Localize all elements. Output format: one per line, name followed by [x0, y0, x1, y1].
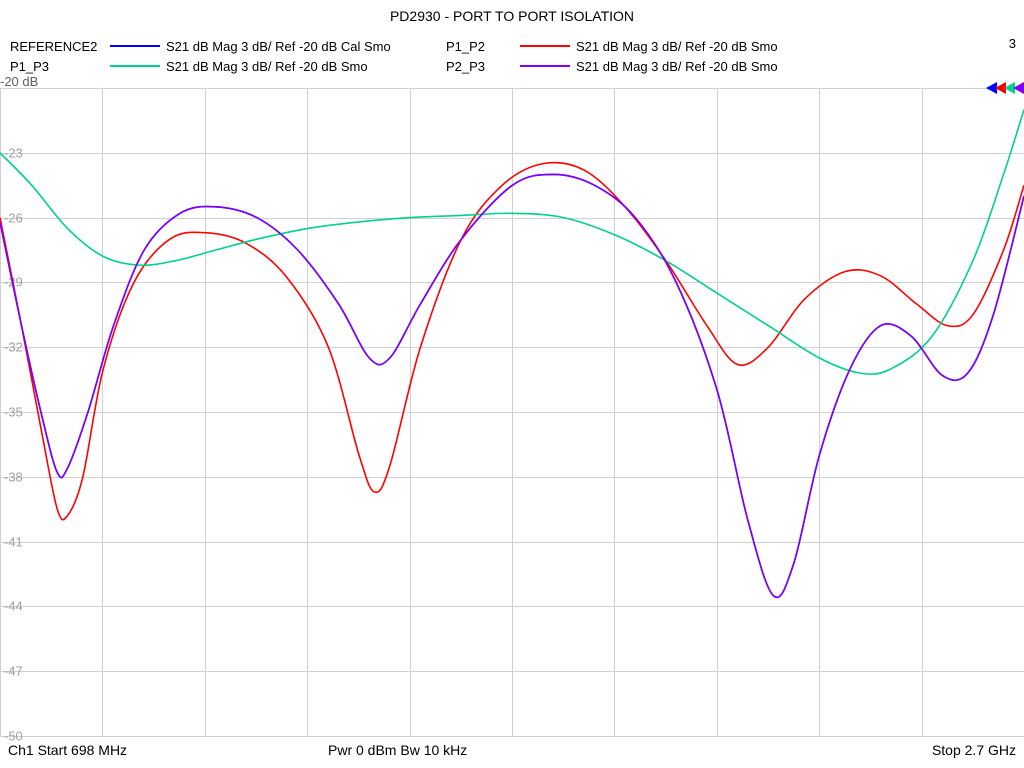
page-number: 3 [1009, 36, 1016, 51]
footer-stop-freq: Stop 2.7 GHz [876, 742, 1016, 758]
chart-title: PD2930 - PORT TO PORT ISOLATION [0, 8, 1024, 24]
trace-REFERENCE2 [0, 174, 1024, 597]
chart-plot-area: -23-26-29-32-35-38-41-44-47-50 [0, 88, 1024, 736]
trace-markers [988, 81, 1024, 99]
trace-P1_P2 [0, 163, 1024, 520]
ref-level-label: -20 dB [0, 74, 38, 89]
legend-label: P2_P3 [446, 59, 518, 74]
legend-row: P1_P3 S21 dB Mag 3 dB/ Ref -20 dB Smo P2… [8, 56, 1016, 76]
legend: REFERENCE2 S21 dB Mag 3 dB/ Ref -20 dB C… [8, 36, 1016, 76]
chart-footer: Ch1 Start 698 MHz Pwr 0 dBm Bw 10 kHz St… [8, 742, 1016, 758]
legend-swatch [110, 65, 160, 67]
footer-start-freq: Ch1 Start 698 MHz [8, 742, 328, 758]
plot-svg [0, 88, 1024, 736]
legend-label: P1_P3 [8, 59, 108, 74]
legend-swatch [520, 45, 570, 47]
legend-text: S21 dB Mag 3 dB/ Ref -20 dB Smo [576, 39, 856, 54]
legend-row: REFERENCE2 S21 dB Mag 3 dB/ Ref -20 dB C… [8, 36, 1016, 56]
legend-text: S21 dB Mag 3 dB/ Ref -20 dB Smo [166, 59, 446, 74]
grid-line [0, 736, 1024, 737]
legend-text: S21 dB Mag 3 dB/ Ref -20 dB Smo [576, 59, 856, 74]
marker-triangle-icon [1013, 82, 1024, 94]
footer-power-bw: Pwr 0 dBm Bw 10 kHz [328, 742, 876, 758]
legend-swatch [520, 65, 570, 67]
legend-label: P1_P2 [446, 39, 518, 54]
legend-label: REFERENCE2 [8, 39, 108, 54]
legend-swatch [110, 45, 160, 47]
trace-P2_P3 [0, 174, 1024, 597]
legend-text: S21 dB Mag 3 dB/ Ref -20 dB Cal Smo [166, 39, 446, 54]
